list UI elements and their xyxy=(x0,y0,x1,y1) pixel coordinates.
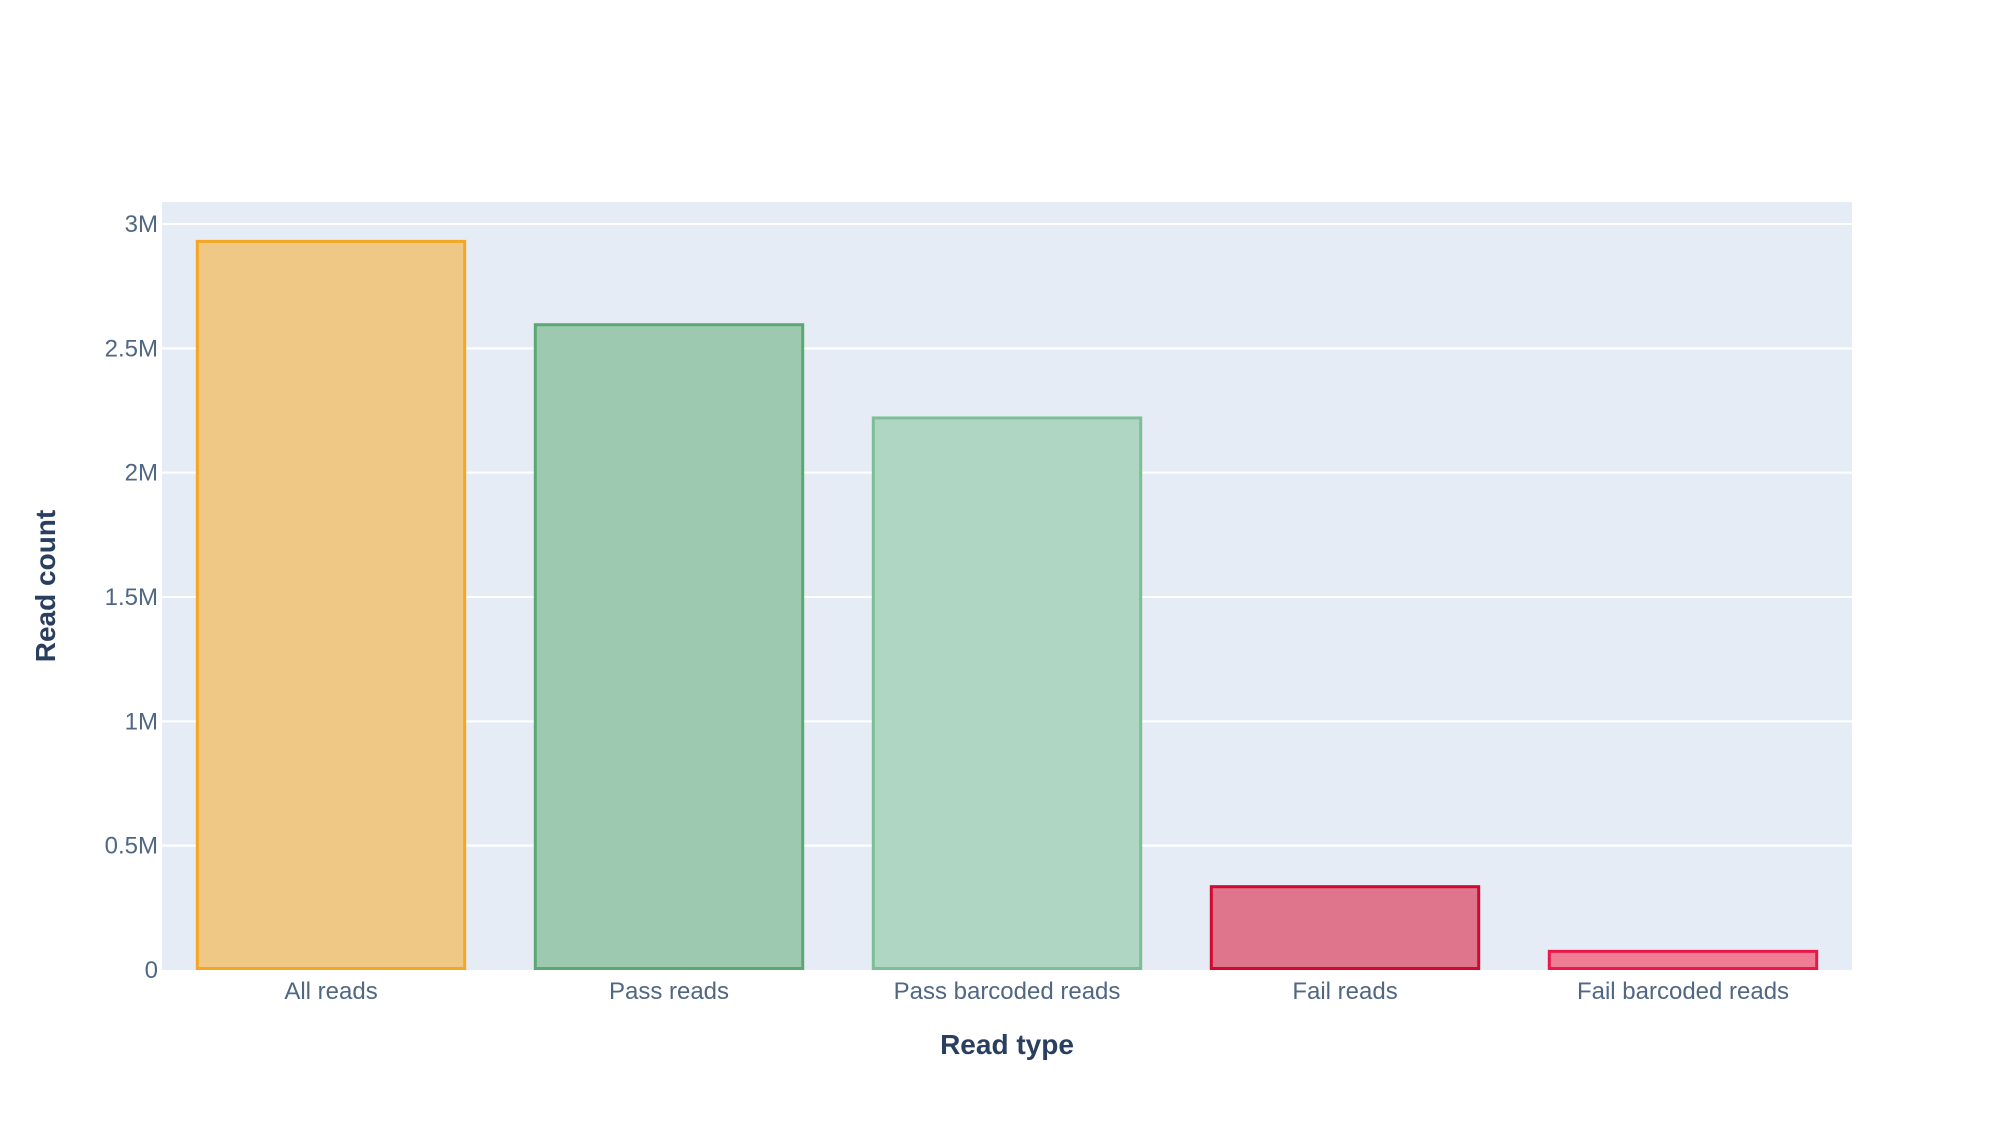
x-axis-title: Read type xyxy=(940,1029,1074,1060)
y-tick-labels: 0 0.5M 1M 1.5M 2M 2.5M 3M xyxy=(105,211,158,984)
bar-fail-barcoded-reads[interactable] xyxy=(1547,949,1819,970)
bar-fail-reads[interactable] xyxy=(1209,885,1481,970)
x-tick-label: Fail barcoded reads xyxy=(1577,978,1789,1005)
y-tick-label: 0.5M xyxy=(105,833,158,860)
bar-all-reads[interactable] xyxy=(195,239,467,970)
x-tick-labels: All reads Pass reads Pass barcoded reads Fa… xyxy=(284,978,1789,1005)
y-tick-label: 0 xyxy=(145,957,158,984)
x-tick-label: Pass barcoded reads xyxy=(894,978,1121,1005)
bar-pass-barcoded-reads[interactable] xyxy=(871,416,1143,970)
y-tick-label: 2M xyxy=(125,460,158,487)
bars xyxy=(195,239,1819,970)
y-axis-title: Read count xyxy=(30,510,61,662)
y-tick-label: 1.5M xyxy=(105,584,158,611)
y-tick-label: 2.5M xyxy=(105,335,158,362)
y-tick-label: 3M xyxy=(125,211,158,238)
x-tick-label: Fail reads xyxy=(1292,978,1397,1005)
x-tick-label: Pass reads xyxy=(609,978,729,1005)
y-tick-label: 1M xyxy=(125,708,158,735)
x-tick-label: All reads xyxy=(284,978,377,1005)
bar-pass-reads[interactable] xyxy=(533,323,805,970)
